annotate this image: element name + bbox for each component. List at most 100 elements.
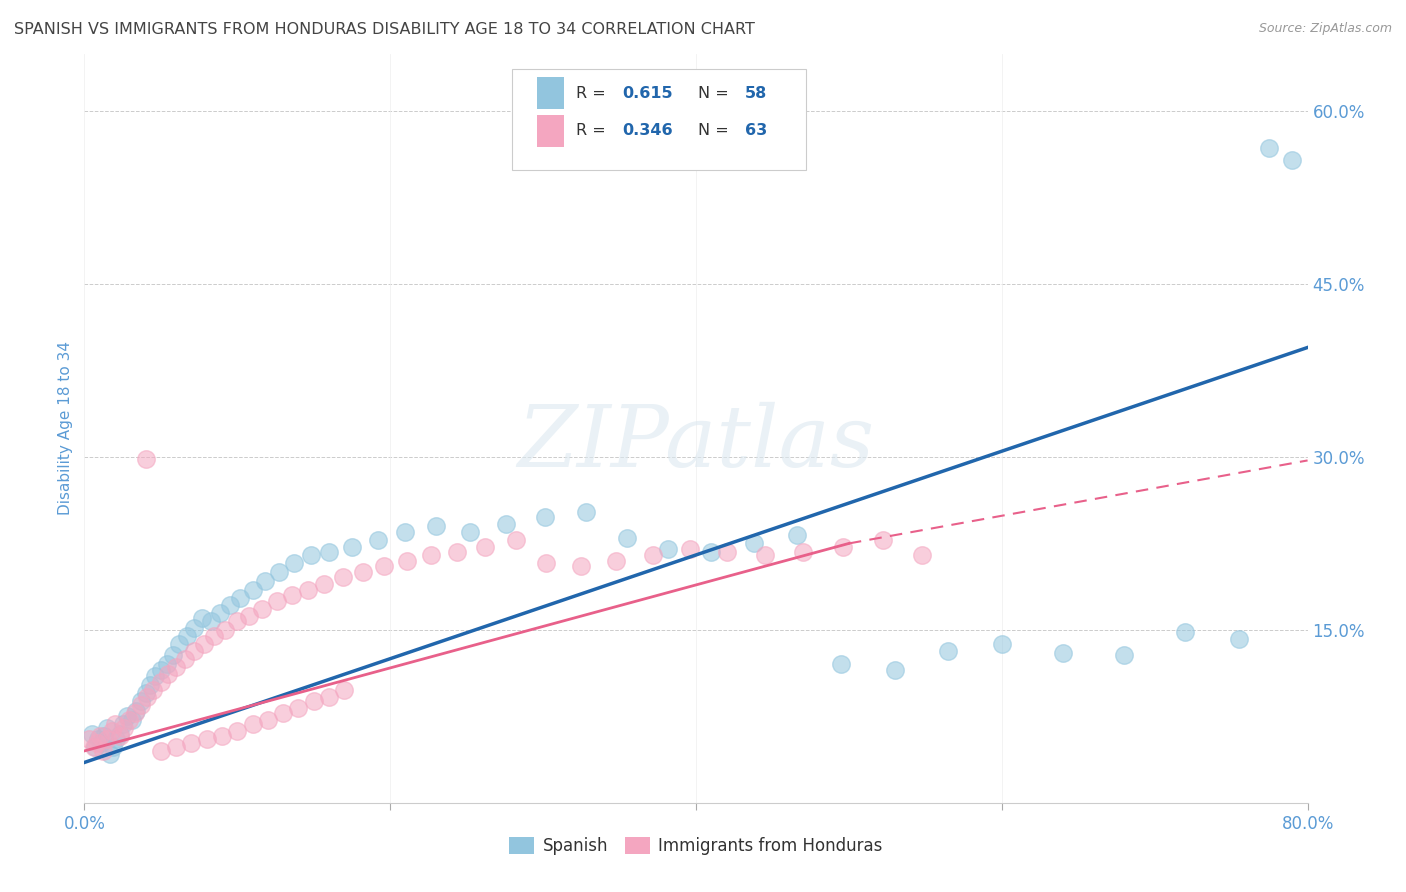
Point — [420, 548, 443, 562]
Point — [605, 554, 627, 568]
Point — [1114, 648, 1136, 663]
Point — [108, 729, 131, 743]
Point — [162, 648, 184, 663]
Point — [1258, 141, 1281, 155]
Point — [991, 637, 1014, 651]
Point — [786, 528, 808, 542]
Point — [281, 588, 304, 602]
Text: R =: R = — [576, 86, 612, 101]
Point — [318, 544, 340, 558]
Point — [87, 732, 110, 747]
Point — [202, 629, 225, 643]
Point — [283, 556, 305, 570]
Point — [124, 706, 146, 720]
Point — [340, 540, 363, 554]
Point — [333, 682, 356, 697]
Text: 63: 63 — [745, 123, 768, 138]
Point — [191, 611, 214, 625]
Point — [253, 574, 276, 589]
Point — [135, 686, 157, 700]
Point — [139, 678, 162, 692]
Point — [209, 606, 232, 620]
Text: R =: R = — [576, 123, 612, 138]
Point — [505, 533, 527, 547]
Point — [89, 729, 111, 743]
Point — [643, 548, 665, 562]
Point — [118, 713, 141, 727]
Point — [267, 566, 290, 580]
Point — [174, 651, 197, 665]
Point — [149, 663, 172, 677]
Point — [425, 519, 447, 533]
Bar — [537, 78, 564, 109]
Point — [157, 666, 180, 681]
Point — [533, 510, 555, 524]
Point — [616, 531, 638, 545]
Point — [458, 524, 481, 539]
Point — [792, 544, 814, 558]
Point — [149, 674, 172, 689]
Point — [101, 724, 124, 739]
Point — [257, 713, 280, 727]
Point — [218, 598, 240, 612]
Point — [104, 717, 127, 731]
Point — [136, 690, 159, 704]
Text: Source: ZipAtlas.com: Source: ZipAtlas.com — [1258, 22, 1392, 36]
Point — [156, 657, 179, 672]
Point — [495, 516, 517, 531]
Point — [679, 542, 702, 557]
Text: 0.346: 0.346 — [623, 123, 673, 138]
Point — [214, 623, 236, 637]
Point — [143, 669, 166, 683]
Point — [91, 744, 114, 758]
Point — [367, 533, 389, 547]
Point — [318, 690, 340, 704]
Point — [200, 614, 222, 628]
Point — [77, 732, 100, 747]
Point — [121, 713, 143, 727]
Point — [80, 726, 103, 740]
Point — [1227, 632, 1250, 646]
Point — [142, 682, 165, 697]
Point — [112, 721, 135, 735]
Point — [569, 559, 592, 574]
Text: SPANISH VS IMMIGRANTS FROM HONDURAS DISABILITY AGE 18 TO 34 CORRELATION CHART: SPANISH VS IMMIGRANTS FROM HONDURAS DISA… — [14, 22, 755, 37]
Point — [242, 717, 264, 731]
Point — [226, 614, 249, 628]
Point — [373, 559, 395, 574]
Point — [936, 643, 959, 657]
Point — [108, 726, 131, 740]
Point — [700, 544, 723, 558]
Point — [183, 643, 205, 657]
Point — [352, 566, 374, 580]
Point — [193, 637, 215, 651]
Point — [266, 594, 288, 608]
Point — [165, 740, 187, 755]
Point — [446, 544, 468, 558]
Point — [103, 740, 125, 755]
Point — [911, 548, 934, 562]
Point — [657, 542, 679, 557]
Point — [211, 729, 233, 743]
Point — [534, 556, 557, 570]
Point — [872, 533, 894, 547]
Point — [830, 657, 852, 672]
Point — [297, 582, 319, 597]
Point — [149, 744, 172, 758]
Text: N =: N = — [699, 123, 734, 138]
Bar — [537, 115, 564, 146]
Point — [86, 736, 108, 750]
Point — [96, 721, 118, 735]
Point — [93, 729, 115, 743]
Point — [195, 732, 218, 747]
Point — [271, 706, 294, 720]
Point — [394, 524, 416, 539]
Point — [302, 694, 325, 708]
Point — [135, 452, 157, 467]
Point — [105, 732, 128, 747]
Point — [883, 663, 905, 677]
Point — [716, 544, 738, 558]
Point — [314, 576, 336, 591]
Point — [83, 740, 105, 755]
Point — [111, 717, 134, 731]
